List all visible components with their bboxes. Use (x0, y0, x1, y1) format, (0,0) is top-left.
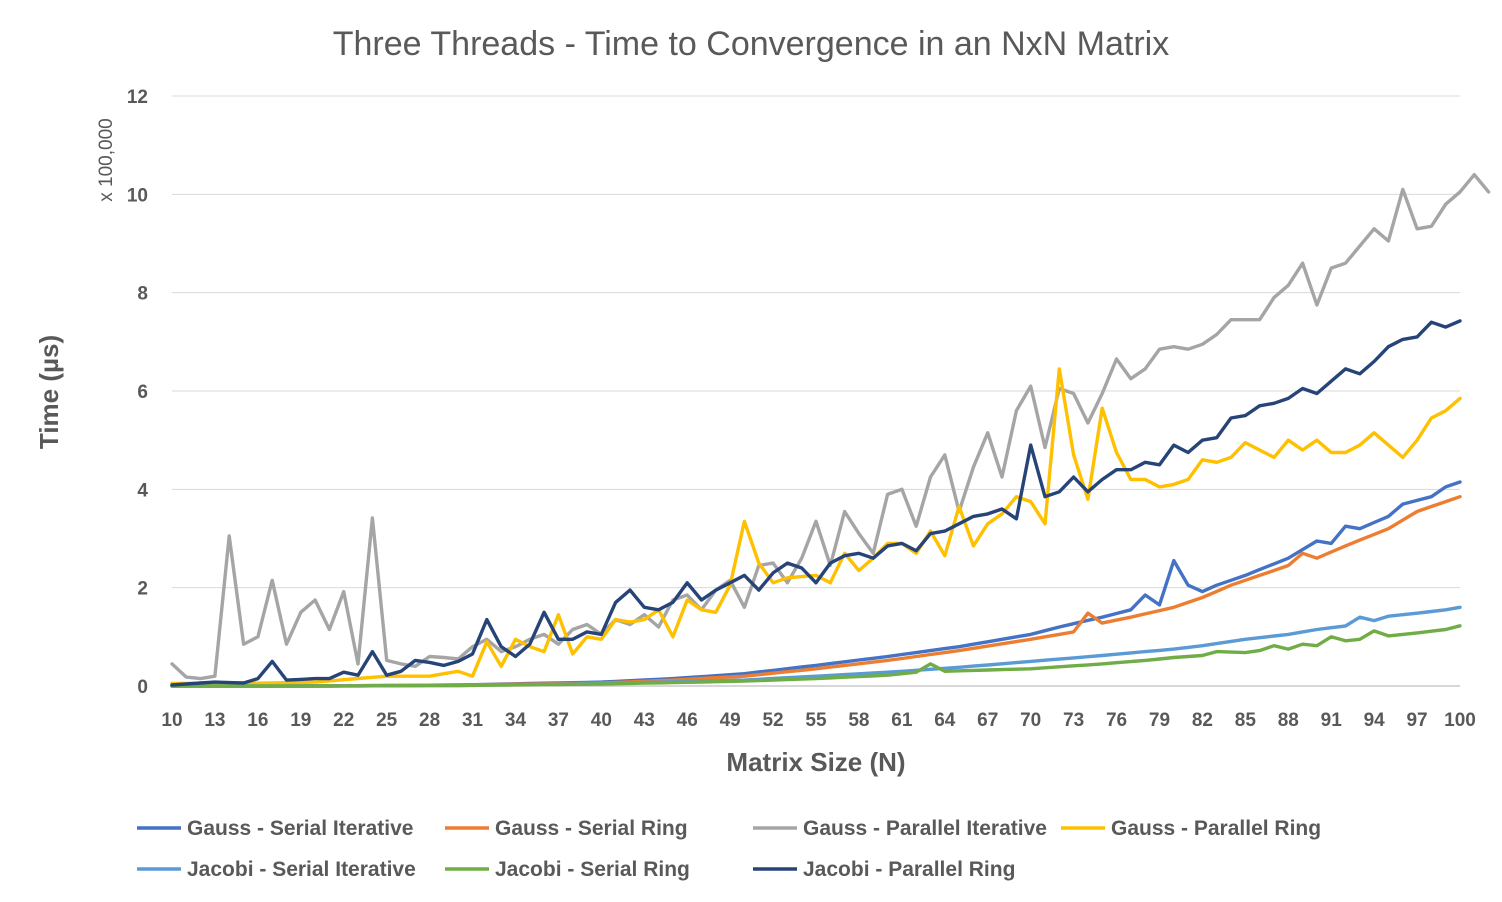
legend-label: Gauss - Parallel Ring (1111, 817, 1321, 840)
series-line-jacobi-serial-ring (170, 624, 1462, 688)
x-tick-label: 43 (634, 710, 655, 731)
legend-item: Gauss - Parallel Ring (1061, 817, 1321, 840)
x-tick-label: 46 (677, 710, 698, 731)
y-tick-label: 0 (137, 677, 148, 698)
x-tick-label: 58 (848, 710, 869, 731)
x-tick-label: 82 (1192, 710, 1213, 731)
x-tick-label: 67 (977, 710, 998, 731)
x-tick-label: 88 (1278, 710, 1299, 731)
x-tick-label: 34 (505, 710, 527, 731)
x-tick-label: 49 (720, 710, 741, 731)
x-tick-label: 85 (1235, 710, 1257, 731)
legend-item: Gauss - Serial Ring (445, 817, 688, 840)
y-tick-label: 6 (137, 382, 148, 403)
legend-item: Jacobi - Serial Iterative (137, 858, 416, 881)
x-tick-label: 13 (204, 710, 225, 731)
legend-item: Gauss - Serial Iterative (137, 817, 413, 840)
x-tick-label: 10 (161, 710, 182, 731)
x-tick-label: 79 (1149, 710, 1170, 731)
x-tick-label: 19 (290, 710, 311, 731)
legend-label: Gauss - Parallel Iterative (803, 817, 1047, 840)
x-tick-label: 16 (247, 710, 268, 731)
gridlines (172, 95, 1460, 589)
x-tick-label: 31 (462, 710, 484, 731)
x-tick-label: 73 (1063, 710, 1084, 731)
series-lines (170, 173, 1491, 688)
y-tick-label: 10 (127, 185, 148, 206)
legend-label: Gauss - Serial Ring (495, 817, 688, 840)
y-unit-label: x 100,000 (96, 118, 117, 201)
x-tick-label: 100 (1444, 710, 1476, 731)
y-tick-label: 4 (137, 480, 148, 501)
legend-item: Gauss - Parallel Iterative (753, 817, 1047, 840)
y-axis-title: Time (µs) (34, 335, 64, 449)
series-line-gauss-parallel-iterative (170, 173, 1491, 681)
x-tick-label: 22 (333, 710, 354, 731)
x-tick-label: 64 (934, 710, 956, 731)
x-tick-label: 91 (1321, 710, 1343, 731)
x-tick-label: 97 (1406, 710, 1427, 731)
x-tick-label: 25 (376, 710, 398, 731)
x-axis-title: Matrix Size (N) (726, 747, 905, 777)
x-tick-label: 70 (1020, 710, 1041, 731)
legend: Gauss - Serial Iterative Gauss - Serial R… (137, 817, 1321, 881)
x-tick-label: 28 (419, 710, 440, 731)
y-axis-ticks: 0 2 4 6 8 10 12 (127, 87, 149, 698)
x-tick-label: 37 (548, 710, 569, 731)
x-tick-label: 76 (1106, 710, 1127, 731)
y-tick-label: 2 (137, 579, 148, 600)
x-tick-label: 61 (891, 710, 913, 731)
series-line-jacobi-parallel-ring (170, 319, 1462, 687)
x-tick-label: 55 (805, 710, 827, 731)
x-tick-label: 52 (762, 710, 783, 731)
legend-label: Gauss - Serial Iterative (187, 817, 413, 840)
legend-item: Jacobi - Serial Ring (445, 858, 690, 881)
legend-label: Jacobi - Serial Iterative (187, 858, 416, 881)
legend-label: Jacobi - Serial Ring (495, 858, 690, 881)
x-tick-label: 40 (591, 710, 612, 731)
y-tick-label: 12 (127, 87, 148, 108)
legend-item: Jacobi - Parallel Ring (753, 858, 1015, 881)
y-tick-label: 8 (137, 284, 148, 305)
legend-label: Jacobi - Parallel Ring (803, 858, 1015, 881)
chart-title: Three Threads - Time to Convergence in a… (333, 25, 1170, 63)
x-axis-ticks: 10 13 16 19 22 25 28 31 34 37 40 43 46 49 52 55 58 61 64 67… (161, 710, 1475, 731)
x-tick-label: 94 (1364, 710, 1386, 731)
